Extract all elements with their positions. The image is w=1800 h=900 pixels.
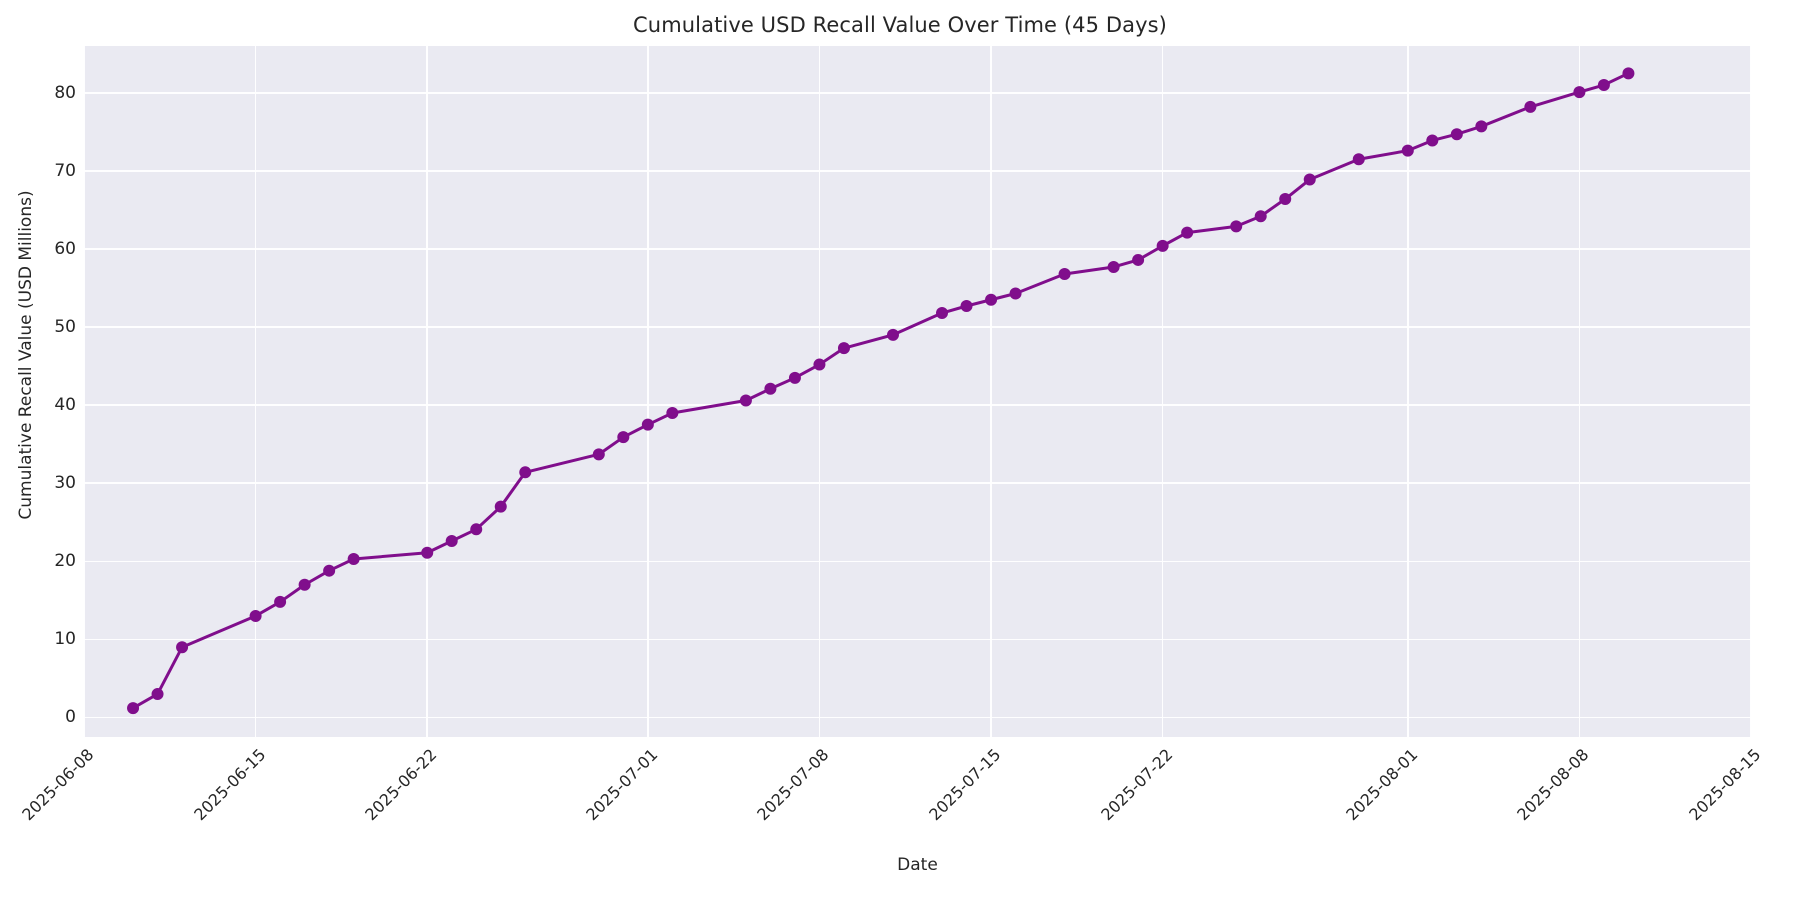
data-point-marker — [1352, 153, 1365, 166]
y-tick-label: 10 — [54, 629, 76, 650]
data-point-marker — [617, 431, 630, 444]
y-tick-label: 50 — [54, 317, 76, 338]
data-point-marker — [519, 466, 532, 479]
data-point-marker — [886, 328, 899, 341]
x-tick-label: 2025-06-08 — [18, 745, 98, 825]
data-point-marker — [445, 535, 458, 548]
data-point-marker — [1597, 79, 1610, 92]
data-point-marker — [641, 418, 654, 431]
data-point-marker — [837, 342, 850, 355]
data-point-marker — [1622, 67, 1635, 80]
data-point-marker — [323, 564, 336, 577]
data-point-marker — [1279, 193, 1292, 206]
data-point-marker — [1401, 144, 1414, 157]
series-line — [131, 71, 1630, 710]
y-tick-label: 80 — [54, 82, 76, 103]
plot-area — [83, 46, 1752, 737]
data-point-marker — [421, 546, 434, 559]
data-point-marker — [788, 371, 801, 384]
y-tick-label: 40 — [54, 395, 76, 416]
data-point-marker — [1181, 226, 1194, 239]
data-point-marker — [151, 688, 164, 701]
x-tick-label: 2025-07-15 — [925, 745, 1005, 825]
data-point-marker — [494, 500, 507, 513]
data-point-marker — [1132, 253, 1145, 266]
x-tick-label: 2025-07-01 — [582, 745, 662, 825]
x-tick-label: 2025-08-08 — [1513, 745, 1593, 825]
data-point-marker — [298, 578, 311, 591]
y-tick-label: 30 — [54, 473, 76, 494]
data-point-marker — [1230, 220, 1243, 233]
y-tick-label: 20 — [54, 551, 76, 572]
y-tick-label: 60 — [54, 239, 76, 259]
data-point-marker — [1524, 100, 1537, 113]
data-point-marker — [1254, 210, 1267, 223]
x-axis-tick-labels: 2025-06-08 2025-06-15 2025-06-22 2025-07-01… — [18, 737, 1764, 857]
data-point-marker — [176, 641, 189, 654]
x-tick-label: 2025-08-01 — [1342, 745, 1422, 825]
data-point-marker — [1426, 134, 1439, 147]
data-point-marker — [1303, 173, 1316, 186]
chart-title: Cumulative USD Recall Value Over Time (4… — [633, 13, 1167, 37]
data-point-marker — [764, 382, 777, 395]
data-point-marker — [274, 595, 287, 608]
x-axis-label: Date — [897, 855, 938, 875]
data-point-marker — [666, 406, 679, 419]
data-point-marker — [1475, 120, 1488, 133]
x-tick-label: 2025-07-22 — [1096, 745, 1177, 825]
y-axis-label: Cumulative Recall Value (USD Millions) — [16, 190, 36, 520]
data-point-marker — [249, 609, 262, 622]
data-point-marker — [127, 702, 140, 715]
data-point-marker — [1009, 287, 1022, 300]
data-point-marker — [1450, 128, 1463, 141]
line-series-svg — [127, 67, 1635, 715]
y-tick-label: 0 — [65, 707, 76, 728]
data-point-marker — [960, 300, 973, 312]
data-point-marker — [1156, 239, 1169, 252]
y-axis-tick-labels: 0 10 20 30 40 50 60 70 80 — [6, 46, 76, 737]
data-point-marker — [936, 307, 949, 320]
data-point-marker — [1573, 86, 1586, 99]
data-point-marker — [985, 293, 998, 306]
x-tick-label: 2025-06-22 — [361, 745, 441, 825]
x-tick-label: 2025-07-08 — [753, 745, 833, 825]
x-tick-label: 2025-08-15 — [1685, 745, 1765, 825]
y-tick-label: 70 — [54, 160, 76, 181]
data-layer — [84, 46, 1751, 737]
data-point-marker — [813, 358, 826, 371]
data-point-marker — [1058, 267, 1071, 280]
data-point-marker — [470, 523, 483, 536]
data-point-marker — [739, 394, 752, 407]
data-point-marker — [592, 448, 605, 461]
data-point-marker — [1107, 260, 1120, 273]
x-tick-label: 2025-06-15 — [189, 745, 270, 825]
data-point-marker — [347, 552, 360, 565]
